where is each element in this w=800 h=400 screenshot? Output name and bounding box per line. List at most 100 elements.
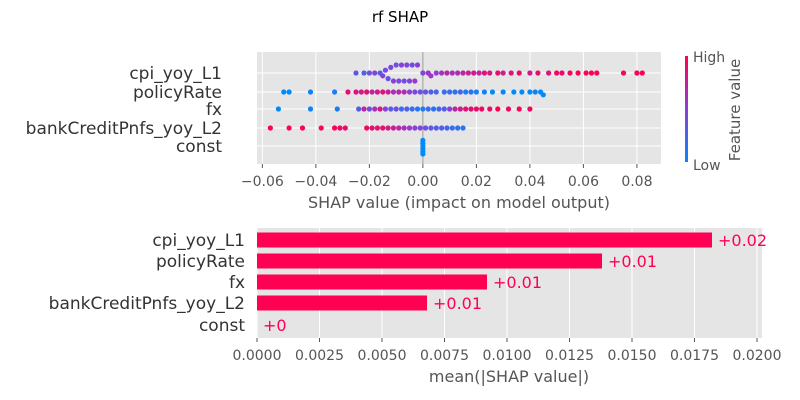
beeswarm-point-fx [487, 106, 493, 112]
beeswarm-point-bankcreditpnfs-yoy-l2 [380, 125, 386, 131]
beeswarm-point-cpi-yoy-l1 [594, 70, 600, 76]
beeswarm-point-bankcreditpnfs-yoy-l2 [337, 125, 343, 131]
beeswarm-point-policyrate [457, 89, 463, 95]
beeswarm-point-policyrate [433, 89, 439, 95]
beeswarm-point-cpi-yoy-l1 [401, 78, 407, 84]
beeswarm-point-cpi-yoy-l1 [559, 70, 565, 76]
bar-feature-label-const: const [199, 316, 245, 336]
beeswarm-point-cpi-yoy-l1 [414, 62, 421, 68]
bar-tick-label: 0.0200 [733, 348, 782, 364]
beeswarm-point-policyrate [353, 89, 359, 95]
bar-x-ticks: 0.0000 0.0025 0.0050 0.0075 0.0100 0.0125 0.01… [233, 338, 782, 364]
beeswarm-point-fx [275, 106, 282, 112]
bar-feature-label-policyrate: policyRate [156, 252, 245, 272]
colorbar-title: Feature value [726, 59, 744, 161]
colorbar-high-label: High [693, 50, 725, 66]
beeswarm-point-bankcreditpnfs-yoy-l2 [390, 125, 397, 131]
beeswarm-point-fx [425, 106, 431, 112]
beeswarm-point-policyrate [380, 89, 386, 95]
beeswarm-point-bankcreditpnfs-yoy-l2 [364, 125, 370, 131]
beeswarm-point-policyrate [331, 89, 338, 95]
bar-feature-labels: cpi_yoy_L1policyRatefxbankCreditPnfs_yoy… [49, 231, 246, 336]
bar-data-label-policyrate: +0.01 [608, 252, 657, 271]
bar-tick-label: 0.0100 [483, 348, 532, 364]
beeswarm-point-fx [377, 106, 383, 112]
beeswarm-tick-label: 0.00 [407, 174, 438, 190]
beeswarm-point-cpi-yoy-l1 [428, 73, 434, 79]
beeswarm-point-bankcreditpnfs-yoy-l2 [455, 125, 461, 131]
beeswarm-point-bankcreditpnfs-yoy-l2 [396, 125, 402, 131]
bar-data-labels: +0.02 +0.01 +0.01 +0.01 +0 [263, 231, 767, 335]
beeswarm-point-cpi-yoy-l1 [583, 70, 589, 76]
beeswarm-point-bankcreditpnfs-yoy-l2 [299, 125, 306, 131]
beeswarm-point-policyrate [452, 89, 458, 95]
figure-title: rf SHAP [372, 8, 428, 26]
beeswarm-point-fx [307, 106, 314, 112]
beeswarm-point-cpi-yoy-l1 [546, 70, 552, 76]
bar-data-label-cpi-yoy-l1: +0.02 [718, 231, 767, 250]
beeswarm-point-bankcreditpnfs-yoy-l2 [444, 125, 450, 131]
beeswarm-point-bankcreditpnfs-yoy-l2 [433, 125, 439, 131]
beeswarm-point-cpi-yoy-l1 [404, 62, 410, 68]
beeswarm-point-policyrate [417, 89, 423, 95]
beeswarm-point-fx [463, 106, 469, 112]
beeswarm-point-policyrate [286, 89, 292, 95]
beeswarm-point-cpi-yoy-l1 [420, 70, 426, 76]
beeswarm-point-cpi-yoy-l1 [366, 70, 372, 76]
beeswarm-point-policyrate [447, 89, 453, 95]
beeswarm-point-policyrate [519, 89, 525, 95]
beeswarm-point-cpi-yoy-l1 [433, 70, 439, 76]
beeswarm-points [267, 62, 645, 157]
beeswarm-point-cpi-yoy-l1 [385, 76, 391, 82]
beeswarm-point-policyrate [385, 89, 391, 95]
bar-bankcreditpnfs-yoy-l2 [257, 295, 427, 311]
beeswarm-point-policyrate [307, 89, 314, 95]
beeswarm-point-bankcreditpnfs-yoy-l2 [342, 125, 348, 131]
beeswarm-point-bankcreditpnfs-yoy-l2 [428, 125, 434, 131]
beeswarm-point-fx [468, 106, 474, 112]
beeswarm-point-policyrate [468, 89, 474, 95]
bar-bars [257, 232, 712, 311]
beeswarm-point-policyrate [412, 89, 418, 95]
bar-feature-label-bankcreditpnfs-yoy-l2: bankCreditPnfs_yoy_L2 [49, 294, 245, 314]
beeswarm-point-fx [382, 106, 389, 112]
beeswarm-point-bankcreditpnfs-yoy-l2 [318, 125, 324, 131]
beeswarm-point-cpi-yoy-l1 [412, 78, 418, 84]
beeswarm-feature-label-bankcreditpnfs-yoy-l2: bankCreditPnfs_yoy_L2 [26, 119, 222, 139]
beeswarm-tick-label: 0.06 [568, 174, 599, 190]
beeswarm-point-bankcreditpnfs-yoy-l2 [286, 125, 292, 131]
beeswarm-tick-label: 0.08 [621, 174, 652, 190]
bar-tick-label: 0.0125 [545, 348, 594, 364]
beeswarm-point-cpi-yoy-l1 [575, 70, 581, 76]
bar-tick-label: 0.0050 [358, 348, 407, 364]
beeswarm-point-policyrate [369, 89, 375, 95]
beeswarm-point-bankcreditpnfs-yoy-l2 [385, 125, 391, 131]
beeswarm-point-fx [414, 106, 421, 112]
beeswarm-point-bankcreditpnfs-yoy-l2 [374, 125, 380, 131]
beeswarm-point-cpi-yoy-l1 [380, 73, 386, 79]
beeswarm-point-cpi-yoy-l1 [393, 62, 399, 68]
beeswarm-point-cpi-yoy-l1 [382, 67, 389, 73]
beeswarm-point-fx [409, 106, 415, 112]
beeswarm-point-cpi-yoy-l1 [390, 78, 397, 84]
bar-tick-label: 0.0075 [420, 348, 469, 364]
beeswarm-chart: cpi_yoy_L1policyRatefxbankCreditPnfs_yoy… [26, 50, 744, 212]
beeswarm-point-cpi-yoy-l1 [353, 70, 359, 76]
beeswarm-tick-label: −0.04 [294, 174, 337, 190]
beeswarm-point-fx [398, 106, 405, 112]
beeswarm-point-cpi-yoy-l1 [516, 70, 522, 76]
beeswarm-point-policyrate [441, 89, 447, 95]
bar-chart: +0.02 +0.01 +0.01 +0.01 +0 cpi_yoy_L1policyR… [49, 228, 782, 386]
beeswarm-point-bankcreditpnfs-yoy-l2 [369, 125, 375, 131]
beeswarm-feature-labels: cpi_yoy_L1policyRatefxbankCreditPnfs_yoy… [26, 64, 223, 157]
beeswarm-point-cpi-yoy-l1 [406, 78, 413, 84]
beeswarm-point-policyrate [500, 89, 506, 95]
beeswarm-tick-label: 0.04 [514, 174, 545, 190]
beeswarm-point-policyrate [390, 89, 397, 95]
bar-data-label-fx: +0.01 [493, 273, 542, 292]
beeswarm-point-cpi-yoy-l1 [535, 70, 541, 76]
beeswarm-feature-label-policyrate: policyRate [133, 83, 222, 103]
beeswarm-x-axis-label: SHAP value (impact on model output) [308, 193, 610, 212]
beeswarm-point-fx [388, 106, 394, 112]
beeswarm-feature-label-fx: fx [206, 100, 222, 120]
